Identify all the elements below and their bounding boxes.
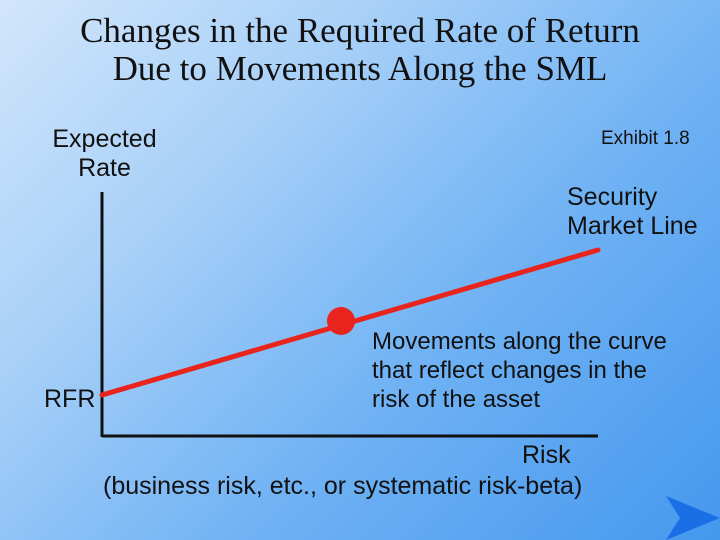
movement-annotation-line-2: that reflect changes in the (372, 357, 647, 384)
next-arrow-icon[interactable] (666, 496, 720, 540)
movement-annotation: Movements along the curve that reflect c… (372, 327, 667, 414)
movement-annotation-line-3: risk of the asset (372, 386, 541, 413)
sml-label-line-1: Security (567, 183, 658, 211)
x-axis-sublabel: (business risk, etc., or systematic risk… (103, 472, 583, 500)
x-axis-label: Risk (522, 441, 571, 469)
y-axis-label: Expected Rate (42, 125, 167, 183)
exhibit-label: Exhibit 1.8 (601, 128, 690, 149)
asset-point (327, 307, 355, 335)
sml-label: Security Market Line (567, 183, 698, 241)
movement-annotation-line-1: Movements along the curve (372, 328, 667, 355)
sml-label-line-2: Market Line (567, 212, 698, 240)
rfr-label: RFR (44, 385, 96, 413)
y-axis-label-line-1: Expected (52, 125, 157, 153)
slide-title: Changes in the Required Rate of Return D… (0, 12, 720, 88)
title-line-1: Changes in the Required Rate of Return (80, 11, 640, 50)
y-axis-label-line-2: Rate (78, 154, 131, 182)
title-line-2: Due to Movements Along the SML (112, 49, 608, 88)
